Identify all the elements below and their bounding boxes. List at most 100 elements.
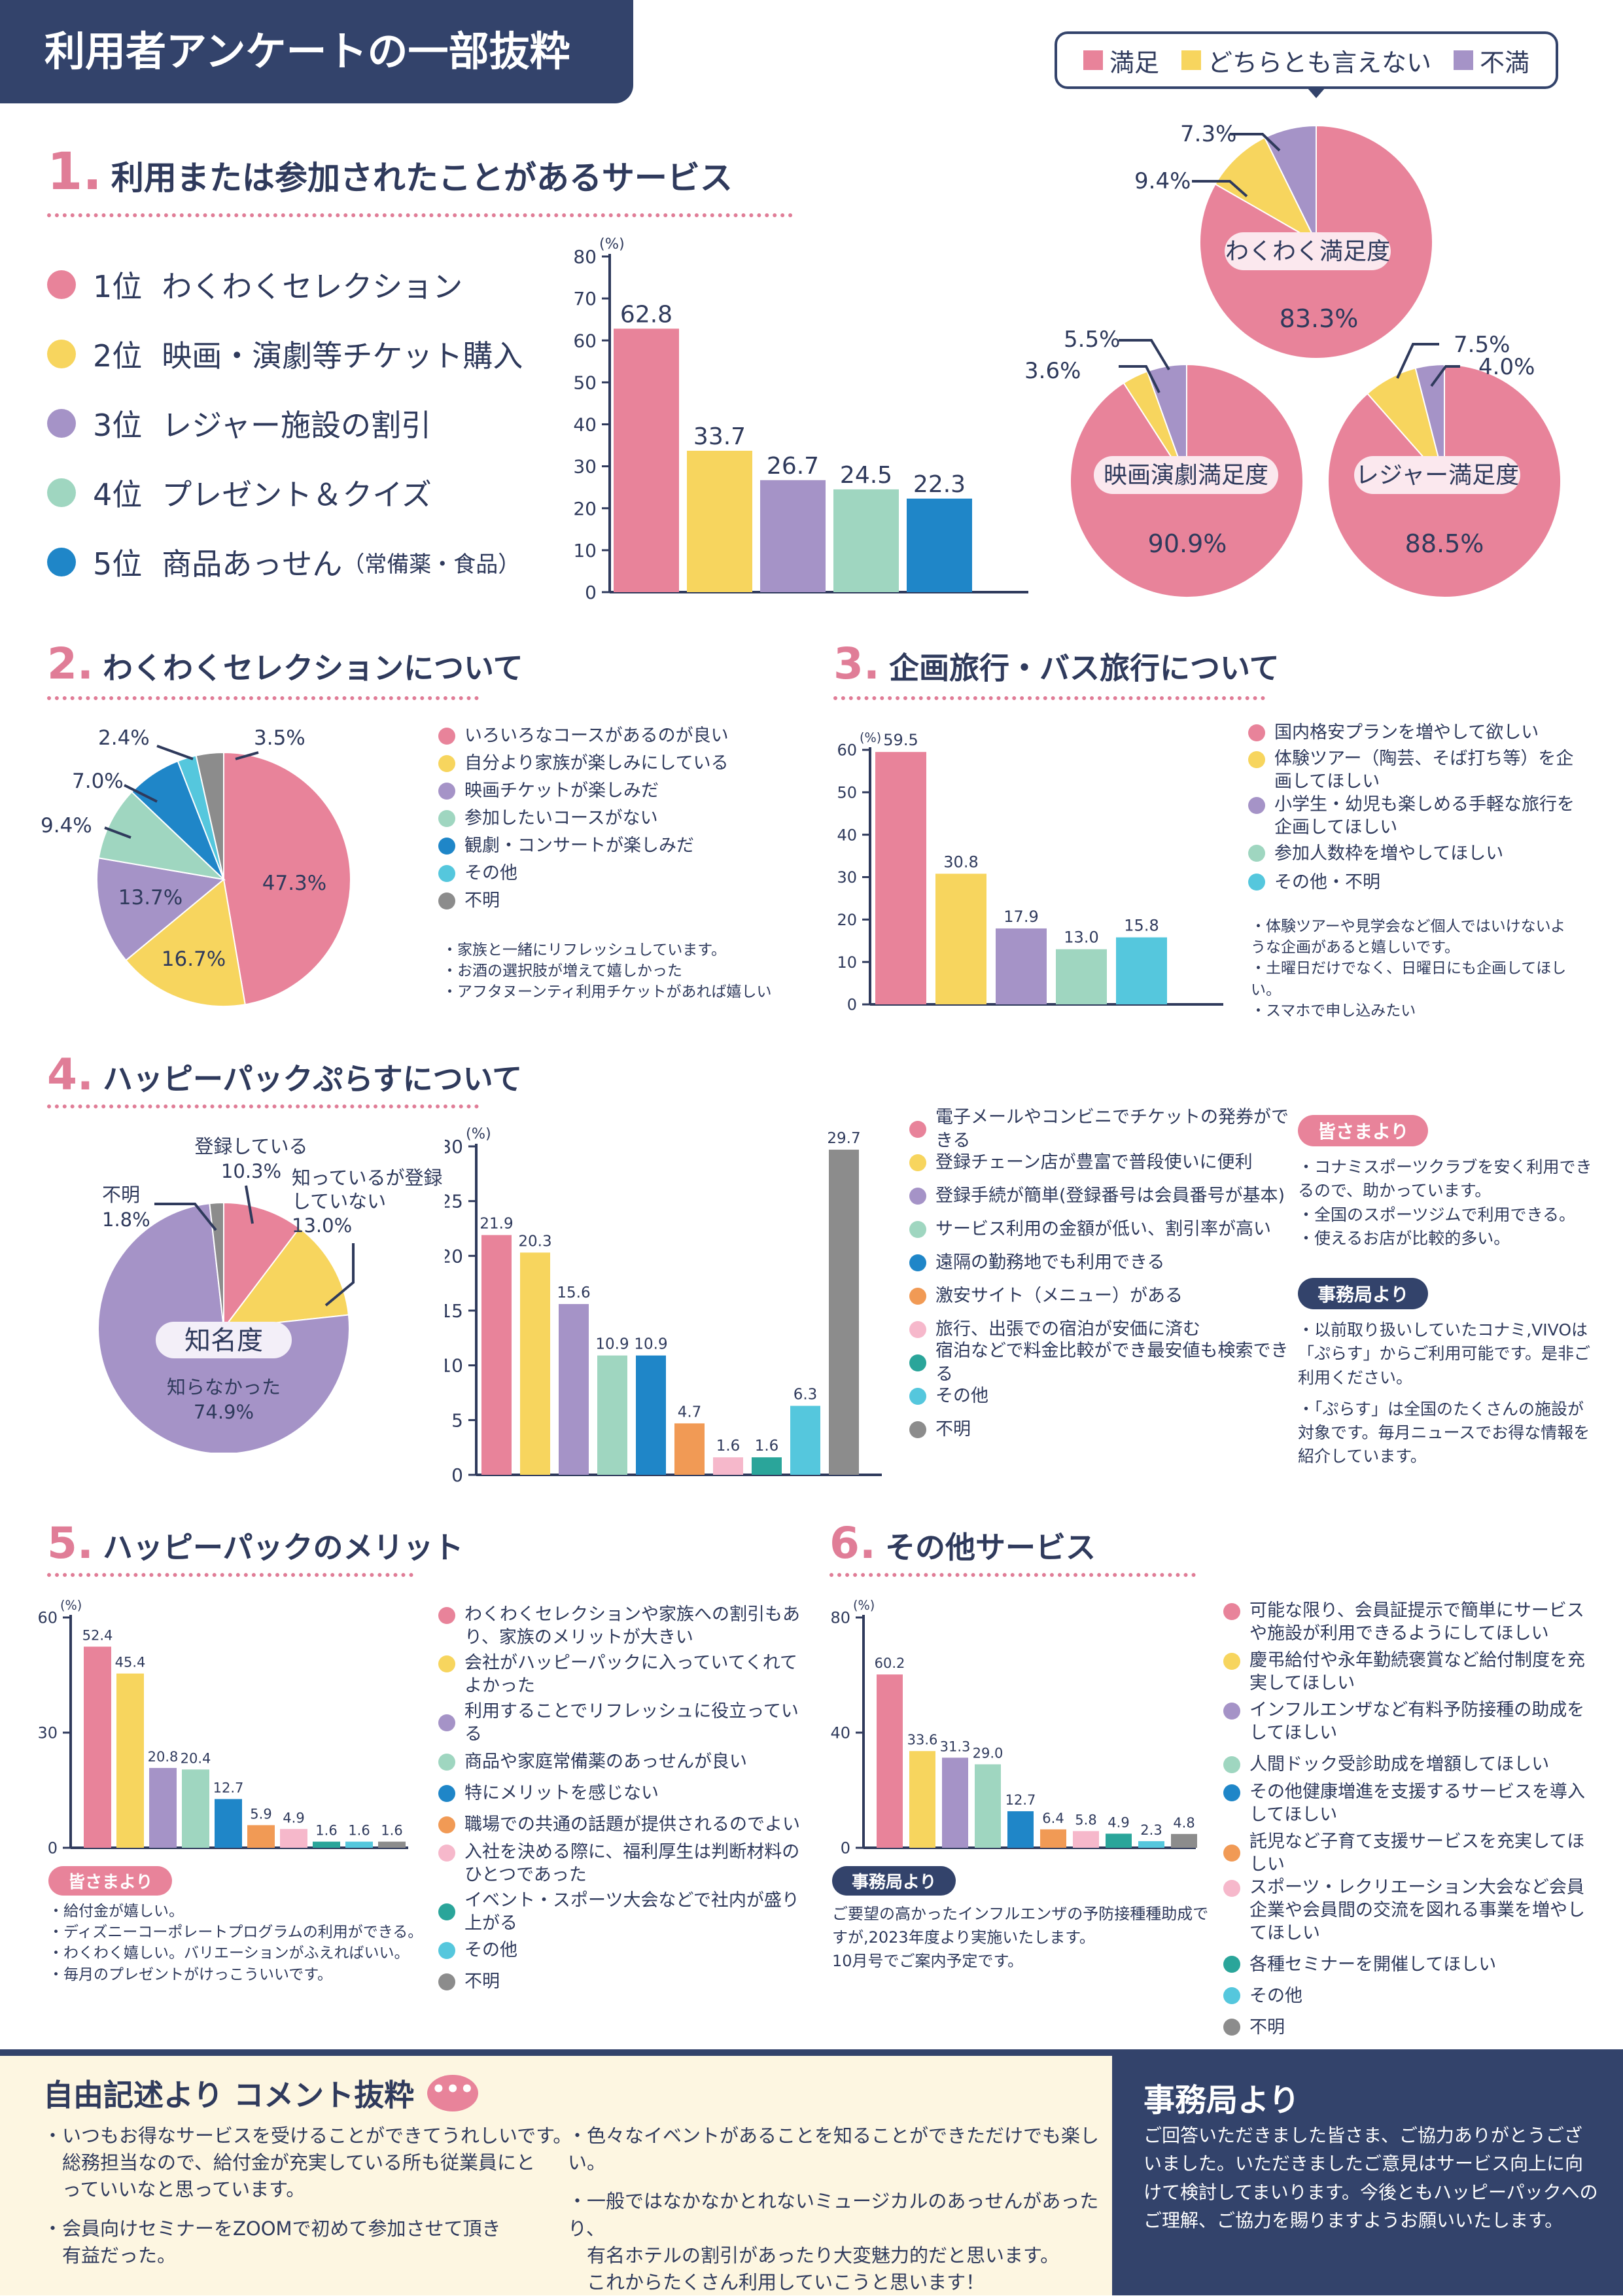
legend-swatch [1181, 50, 1201, 70]
pie-label: 7.5% [1454, 332, 1510, 358]
bar [481, 1235, 512, 1475]
legend-item: その他・不明 [1248, 868, 1588, 896]
bar-value-label: 6.4 [1042, 1810, 1064, 1826]
y-tick-label: 15 [445, 1300, 463, 1322]
bar [1007, 1811, 1034, 1848]
divider [829, 1573, 1196, 1577]
bar [877, 1674, 903, 1848]
y-tick-label: 20 [445, 1245, 463, 1267]
bar-value-label: 6.3 [794, 1386, 818, 1404]
bar [1040, 1829, 1066, 1848]
bar [559, 1303, 589, 1475]
leader-line [104, 826, 131, 839]
bar [520, 1252, 550, 1475]
legend-item: その他 [1223, 1980, 1596, 2011]
legend-item: 旅行、出張での宿泊が安価に済む [909, 1313, 1289, 1346]
pie-title: 映画演劇満足度 [1104, 462, 1268, 489]
leader-line [1230, 133, 1281, 152]
pie-label: 3.5% [254, 726, 305, 750]
y-tick-label: 40 [573, 414, 597, 436]
pie-main-label: 88.5% [1405, 529, 1484, 558]
legend-item: 映画チケットが楽しみだ [438, 777, 729, 805]
bar-value-label: 1.6 [315, 1823, 337, 1839]
pie-slice [97, 1203, 350, 1453]
leader-line [245, 1185, 254, 1224]
bar [1073, 1831, 1099, 1848]
pie-title-bg [1354, 456, 1520, 494]
legend-item: 会社がハッピーパックに入っていてくれてよかった [438, 1651, 805, 1697]
sec5-legend: わくわくセレクションや家族への割引もあり、家族のメリットが大きい 会社がハッピー… [438, 1603, 805, 1998]
pie-slice [96, 857, 226, 962]
leader-line [154, 1203, 217, 1231]
divider [47, 1573, 413, 1577]
bar [597, 1355, 627, 1475]
y-axis-unit: (%) [853, 1598, 875, 1613]
bar [935, 874, 986, 1004]
pie-label: 10.3% [221, 1160, 281, 1182]
pie-slice [1070, 363, 1304, 598]
legend-item: 不明 [438, 1966, 805, 1998]
bar [833, 489, 899, 592]
footer-right-text: ご回答いただきました皆さま、ご協力ありがとうござ いました。いただきましたご意見… [1143, 2125, 1598, 2232]
bar [1116, 937, 1167, 1004]
legend-item: スポーツ・レクリエーション大会など会員企業や会員間の交流を図れる事業を増やしてほ… [1223, 1876, 1596, 1945]
legend-item: 不明 [909, 1413, 1289, 1446]
bar [378, 1841, 406, 1848]
divider [47, 696, 479, 700]
leader-line [235, 751, 259, 760]
leader-line [1192, 180, 1248, 198]
legend-item: 国内格安プランを増やして欲しい [1248, 718, 1588, 747]
legend-item: イベント・スポーツ大会などで社内が盛り上がる [438, 1889, 805, 1935]
y-tick-label: 60 [37, 1609, 58, 1627]
bar-value-label: 1.6 [381, 1823, 402, 1839]
pie-label: 9.4% [41, 814, 92, 838]
pie-slice [223, 1201, 301, 1330]
bar [907, 499, 972, 592]
bar [182, 1769, 209, 1848]
bar-value-label: 15.6 [557, 1284, 590, 1301]
pie-label: 74.9% [194, 1401, 254, 1423]
bar-value-label: 30.8 [943, 853, 978, 871]
pie-slice [222, 1227, 350, 1330]
legend-item: 慶弔給付や永年勤続褒賞など給付制度を充実してほしい [1223, 1649, 1596, 1695]
legend-item: 体験ツアー（陶芸、そば打ち等）を企画してほしい [1248, 747, 1588, 793]
pie-slice [125, 878, 246, 1007]
legend-item: 各種セミナーを開催してほしい [1223, 1949, 1596, 1980]
y-tick-label: 40 [837, 826, 857, 844]
pie-label: 3.6% [1024, 358, 1081, 384]
bar-value-label: 24.5 [840, 462, 892, 489]
y-tick-label: 80 [830, 1609, 850, 1627]
bar [614, 328, 679, 592]
bar-value-label: 20.3 [518, 1233, 551, 1250]
divider [833, 696, 1265, 700]
y-tick-label: 30 [837, 868, 857, 887]
pie-main-label: 83.3% [1280, 304, 1359, 333]
bar-value-label: 13.0 [1064, 928, 1098, 947]
legend-item: わくわくセレクションや家族への割引もあり、家族のメリットが大きい [438, 1603, 805, 1649]
footer-right-title: 事務局より [1143, 2082, 1300, 2119]
bar-value-label: 12.7 [213, 1780, 244, 1795]
y-tick-label: 40 [830, 1724, 850, 1742]
sec4-bar-chart: 0 5 10 15 20 25 30(%) 21.9 20.3 15.6 10.9 10.9 4.7 1.… [445, 1125, 882, 1486]
bar [636, 1355, 666, 1475]
bar-value-label: 1.6 [755, 1438, 779, 1455]
rank-item: 3位 レジャー施設の割引 [47, 389, 523, 458]
bar-value-label: 10.9 [595, 1336, 629, 1353]
rank-item: 1位 わくわくセレクション [47, 250, 523, 319]
office-pill: 事務局より [1298, 1278, 1429, 1309]
bar-value-label: 4.7 [678, 1404, 702, 1421]
legend-item: 自分より家族が楽しみにしている [438, 750, 729, 777]
divider [47, 1104, 479, 1108]
bar [116, 1673, 144, 1848]
leader-line [1396, 343, 1439, 379]
members-pill: 皆さまより [1298, 1115, 1429, 1146]
bar [1138, 1841, 1164, 1848]
pie-label: 7.3% [1180, 121, 1236, 147]
y-tick-label: 0 [841, 1839, 850, 1857]
bar [1106, 1833, 1132, 1848]
rank-item: 5位 商品あっせん （常備薬・食品） [47, 527, 523, 597]
pie-slice [97, 790, 226, 881]
pie-label: 知っているが登録していない [292, 1167, 443, 1213]
pie-slice [1414, 363, 1445, 482]
y-tick-label: 60 [837, 741, 857, 760]
